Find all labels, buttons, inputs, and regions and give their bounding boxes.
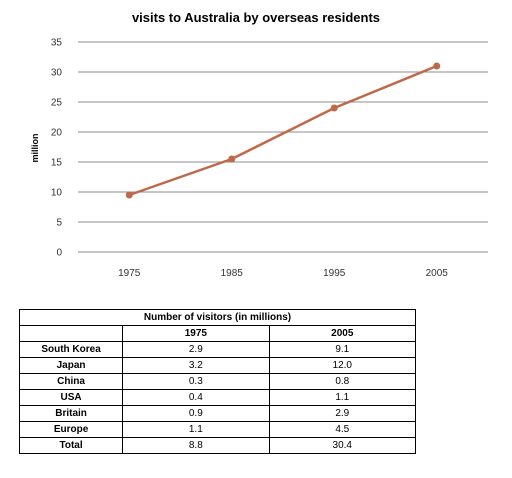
- table-cell: 30.4: [268, 437, 417, 454]
- table-row-label: USA: [18, 389, 124, 406]
- table-cell: 2.9: [268, 405, 417, 422]
- y-axis-label: million: [30, 134, 40, 163]
- y-tick-label: 35: [51, 38, 63, 49]
- x-tick-label: 1975: [118, 268, 141, 279]
- table-body: South Korea 2.9 9.1 Japan 3.2 12.0 China 0.3 0.8…: [18, 341, 417, 454]
- table-cell: 1.1: [122, 421, 270, 438]
- data-point: [228, 155, 236, 163]
- table-row-label: South Korea: [18, 341, 124, 358]
- table-header-cell: 2005: [268, 325, 417, 342]
- y-tick-label: 5: [56, 218, 62, 229]
- x-tick-label: 1985: [221, 268, 244, 279]
- y-tick-label: 25: [51, 98, 63, 109]
- table-row-label: China: [18, 373, 124, 390]
- visitors-table-container: Number of visitors (in millions) 1975 20…: [18, 309, 417, 454]
- y-tick-label: 0: [56, 248, 62, 259]
- table-row-label: Britain: [18, 405, 124, 422]
- y-tick-label: 20: [51, 128, 63, 139]
- table-row: Europe 1.1 4.5: [18, 421, 417, 438]
- data-point: [433, 62, 441, 70]
- y-tick-label: 30: [51, 68, 63, 79]
- table-cell: 8.8: [122, 437, 270, 454]
- table-row: USA 0.4 1.1: [18, 389, 417, 406]
- grid-layer: [78, 41, 488, 253]
- line-chart: visits to Australia by overseas resident…: [30, 10, 488, 279]
- table-row: Japan 3.2 12.0: [18, 357, 417, 374]
- data-point: [125, 191, 133, 199]
- table-cell: 12.0: [268, 357, 417, 374]
- table-row: Total 8.8 30.4: [18, 437, 417, 454]
- table-row: China 0.3 0.8: [18, 373, 417, 390]
- x-tick-label: 1995: [323, 268, 346, 279]
- table-cell: 2.9: [122, 341, 270, 358]
- table-row-label: Total: [18, 437, 124, 454]
- x-tick-label: 2005: [426, 268, 449, 279]
- y-tick-label: 15: [51, 158, 63, 169]
- table-cell: 0.4: [122, 389, 270, 406]
- table-row-label: Europe: [18, 421, 124, 438]
- series-line: [128, 64, 438, 197]
- table-row: South Korea 2.9 9.1: [18, 341, 417, 358]
- table-row: Britain 0.9 2.9: [18, 405, 417, 422]
- visitors-table: Number of visitors (in millions) 1975 20…: [18, 309, 417, 454]
- table-cell: 0.8: [268, 373, 417, 390]
- table-caption: Number of visitors (in millions): [19, 309, 416, 326]
- table-cell: 0.9: [122, 405, 270, 422]
- y-tick-label: 10: [51, 188, 63, 199]
- table-header-cell: [18, 325, 124, 342]
- table-cell: 1.1: [268, 389, 417, 406]
- table-cell: 4.5: [268, 421, 417, 438]
- x-tick-labels: 1975 1985 1995 2005: [118, 268, 448, 279]
- table-cell: 3.2: [122, 357, 270, 374]
- chart-title: visits to Australia by overseas resident…: [132, 10, 380, 25]
- series-layer: [125, 62, 441, 199]
- table-row-label: Japan: [18, 357, 124, 374]
- table-header-cell: 1975: [122, 325, 270, 342]
- table-cell: 0.3: [122, 373, 270, 390]
- table-cell: 9.1: [268, 341, 417, 358]
- y-tick-labels: 0 5 10 15 20 25 30 35: [51, 38, 63, 259]
- table-header-row: 1975 2005: [18, 325, 417, 342]
- data-point: [330, 104, 338, 112]
- table-caption-row: Number of visitors (in millions): [19, 309, 416, 326]
